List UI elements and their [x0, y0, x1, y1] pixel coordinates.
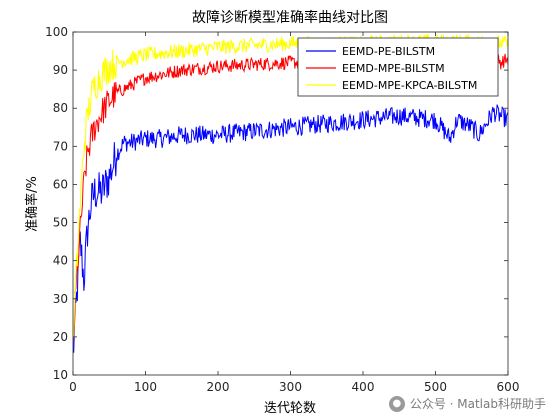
x-tick-label: 600	[497, 380, 520, 394]
y-tick-label: 40	[53, 254, 68, 268]
y-tick-label: 50	[53, 216, 68, 230]
x-tick-label: 400	[352, 380, 375, 394]
legend: EEMD-PE-BILSTM EEMD-MPE-BILSTM EEMD-MPE-KP…	[297, 37, 499, 97]
x-tick-label: 300	[279, 380, 302, 394]
legend-label-1: EEMD-MPE-BILSTM	[342, 62, 445, 75]
axis-ticks: 0 100 200 300 400 500 600 10 20 30 40 50 60 70 80 90 100	[45, 25, 519, 394]
watermark-text: 公众号 · Matlab科研助手	[409, 397, 546, 411]
series-line-0	[73, 104, 508, 353]
x-tick-label: 0	[69, 380, 77, 394]
y-tick-label: 20	[53, 330, 68, 344]
y-tick-label: 90	[53, 63, 68, 77]
x-tick-label: 100	[134, 380, 157, 394]
legend-box	[297, 37, 499, 97]
x-tick-label: 200	[207, 380, 230, 394]
y-tick-label: 30	[53, 292, 68, 306]
x-tick-label: 500	[424, 380, 447, 394]
y-axis-label: 准确率/%	[24, 176, 40, 232]
legend-label-0: EEMD-PE-BILSTM	[342, 45, 435, 58]
y-tick-label: 80	[53, 101, 68, 115]
watermark: ● 公众号 · Matlab科研助手	[388, 395, 546, 412]
y-tick-label: 70	[53, 139, 68, 153]
x-axis-label: 迭代轮数	[264, 401, 316, 416]
series-line-2	[73, 33, 508, 338]
y-tick-label: 60	[53, 177, 68, 191]
chart-title: 故障诊断模型准确率曲线对比图	[192, 9, 388, 26]
y-tick-label: 10	[53, 368, 68, 382]
legend-label-2: EEMD-MPE-KPCA-BILSTM	[342, 79, 477, 92]
wechat-icon: ●	[388, 395, 405, 412]
y-tick-label: 100	[45, 25, 68, 39]
